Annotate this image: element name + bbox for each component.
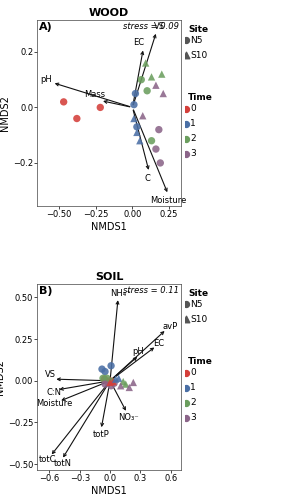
- Text: 2: 2: [190, 134, 196, 143]
- Point: [161, 90, 166, 98]
- Text: pH: pH: [133, 347, 144, 356]
- Text: N5: N5: [190, 300, 203, 309]
- Point: [108, 377, 113, 385]
- Y-axis label: NMDS2: NMDS2: [0, 95, 10, 131]
- Text: pH: pH: [40, 75, 52, 84]
- Point: [100, 365, 104, 373]
- Point: [135, 128, 139, 136]
- Title: SOIL: SOIL: [95, 272, 123, 282]
- Point: [113, 375, 118, 383]
- Point: [102, 375, 107, 383]
- Point: [199, 342, 203, 350]
- Point: [199, 48, 203, 56]
- Text: C: C: [145, 174, 151, 182]
- Point: [105, 374, 109, 382]
- Point: [110, 378, 115, 386]
- Text: 0: 0: [190, 368, 196, 378]
- Point: [111, 378, 115, 386]
- Point: [98, 104, 102, 112]
- Text: S10: S10: [190, 315, 208, 324]
- Text: S10: S10: [190, 51, 208, 60]
- Text: N5: N5: [190, 36, 203, 45]
- Text: 3: 3: [190, 149, 196, 158]
- Text: VS: VS: [154, 22, 165, 32]
- Point: [109, 362, 113, 370]
- Text: Site: Site: [188, 289, 208, 298]
- Text: A): A): [39, 22, 53, 32]
- Point: [131, 378, 136, 386]
- Point: [132, 100, 136, 108]
- Point: [158, 159, 163, 167]
- Point: [61, 98, 66, 106]
- Point: [118, 382, 123, 390]
- Point: [199, 63, 203, 71]
- Text: 3: 3: [190, 414, 196, 422]
- Text: Time: Time: [188, 92, 213, 102]
- Text: NO₃⁻: NO₃⁻: [118, 413, 139, 422]
- Text: totC: totC: [39, 456, 56, 464]
- Text: stress = 0.11: stress = 0.11: [123, 286, 179, 295]
- Point: [112, 380, 117, 388]
- Point: [199, 327, 203, 335]
- Point: [149, 73, 154, 81]
- Point: [108, 378, 113, 386]
- Text: totN: totN: [54, 459, 71, 468]
- X-axis label: NMDS1: NMDS1: [91, 486, 127, 496]
- Point: [132, 114, 136, 122]
- Point: [199, 93, 203, 101]
- Point: [135, 123, 139, 131]
- Point: [154, 81, 158, 89]
- Text: Site: Site: [188, 25, 208, 34]
- Text: EC: EC: [154, 339, 165, 348]
- Point: [103, 380, 107, 388]
- Text: 0: 0: [190, 104, 196, 114]
- Point: [101, 374, 105, 382]
- Point: [103, 368, 107, 376]
- Point: [199, 244, 203, 252]
- Text: Time: Time: [188, 356, 213, 366]
- Text: 1: 1: [190, 120, 196, 128]
- Point: [121, 378, 125, 386]
- Point: [145, 87, 150, 95]
- Point: [154, 145, 158, 153]
- Point: [199, 78, 203, 86]
- Point: [116, 374, 121, 382]
- Text: stress = 0.09: stress = 0.09: [123, 22, 179, 31]
- Point: [156, 126, 161, 134]
- Text: Mass: Mass: [84, 90, 105, 100]
- Point: [140, 112, 145, 120]
- Point: [199, 258, 203, 266]
- Point: [109, 382, 113, 390]
- Text: C:N: C:N: [46, 388, 61, 397]
- Text: NH₄⁺: NH₄⁺: [110, 288, 131, 298]
- Text: Moisture: Moisture: [150, 196, 187, 205]
- Text: avP: avP: [162, 322, 177, 331]
- Point: [199, 312, 203, 320]
- Title: WOOD: WOOD: [89, 8, 129, 18]
- Text: 1: 1: [190, 384, 196, 392]
- Point: [144, 59, 148, 67]
- Y-axis label: NMDS2: NMDS2: [0, 359, 5, 395]
- Point: [123, 380, 128, 388]
- Point: [127, 384, 131, 392]
- Point: [106, 378, 110, 386]
- Text: 2: 2: [190, 398, 196, 407]
- Point: [149, 136, 154, 144]
- Text: EC: EC: [133, 38, 145, 46]
- Text: Moisture: Moisture: [36, 399, 73, 408]
- Point: [75, 114, 79, 122]
- Text: VS: VS: [45, 370, 56, 380]
- X-axis label: NMDS1: NMDS1: [91, 222, 127, 232]
- Text: B): B): [39, 286, 52, 296]
- Text: totP: totP: [93, 430, 109, 438]
- Point: [137, 136, 142, 144]
- Point: [199, 0, 203, 2]
- Point: [133, 90, 138, 98]
- Point: [139, 76, 144, 84]
- Point: [160, 70, 164, 78]
- Point: [199, 357, 203, 365]
